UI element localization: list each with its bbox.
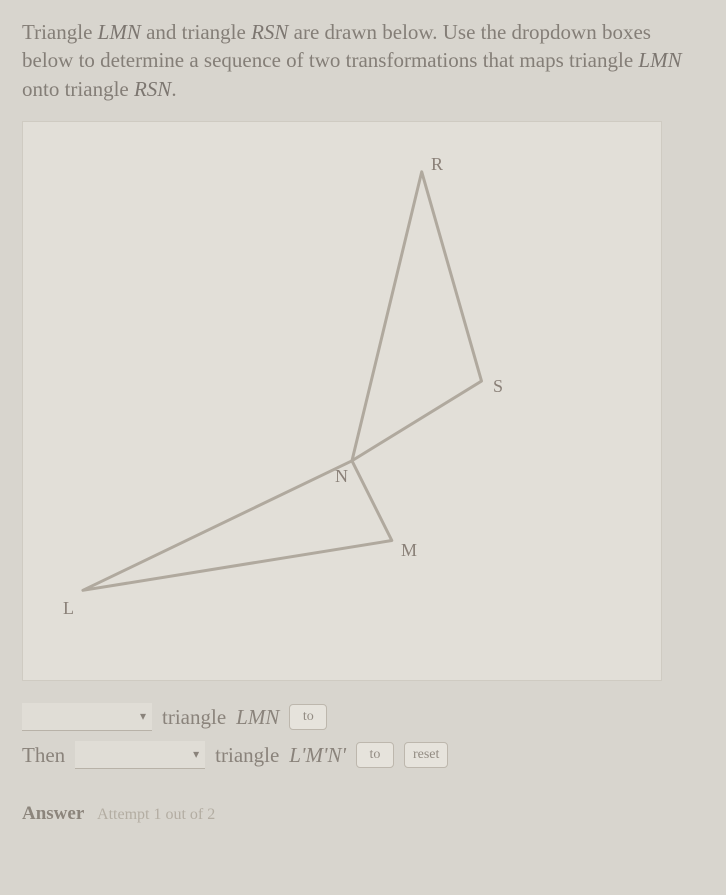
- text-seg: triangle: [215, 743, 279, 768]
- transform-2-dropdown[interactable]: ▾: [75, 741, 205, 769]
- chevron-down-icon: ▾: [140, 709, 146, 724]
- to-button-2[interactable]: to: [356, 742, 394, 768]
- var-rsn: RSN: [251, 20, 288, 44]
- text-seg: onto triangle: [22, 77, 134, 101]
- attempt-counter: Attempt 1 out of 2: [97, 806, 215, 823]
- transform-1-dropdown[interactable]: ▾: [22, 703, 152, 731]
- vertex-label-m: M: [401, 540, 417, 561]
- text-seg: and triangle: [141, 20, 251, 44]
- then-label: Then: [22, 743, 65, 768]
- triangle-rsn: [352, 172, 482, 461]
- controls: ▾ triangle LMN to Then ▾ triangle L'M'N'…: [22, 703, 704, 769]
- triangles-svg: [23, 122, 661, 680]
- var-rsn-2: RSN: [134, 77, 171, 101]
- figure-panel: L M N R S: [22, 121, 662, 681]
- var-lmn-ctrl: LMN: [236, 705, 279, 730]
- answer-label: Answer: [22, 803, 84, 824]
- to-button-1[interactable]: to: [289, 704, 327, 730]
- var-lmn-2: LMN: [638, 48, 681, 72]
- vertex-label-n: N: [335, 466, 348, 487]
- vertex-label-s: S: [493, 376, 503, 397]
- text-seg: .: [171, 77, 176, 101]
- chevron-down-icon: ▾: [193, 747, 199, 762]
- var-lmn-prime: L'M'N': [289, 743, 346, 768]
- vertex-label-r: R: [431, 154, 443, 175]
- reset-button[interactable]: reset: [404, 742, 448, 768]
- text-seg: Triangle: [22, 20, 98, 44]
- answer-bar: Answer Attempt 1 out of 2: [22, 803, 704, 825]
- vertex-label-l: L: [63, 598, 74, 619]
- transform-row-1: ▾ triangle LMN to: [22, 703, 704, 731]
- transform-row-2: Then ▾ triangle L'M'N' to reset: [22, 741, 704, 769]
- var-lmn: LMN: [98, 20, 141, 44]
- text-seg: triangle: [162, 705, 226, 730]
- problem-statement: Triangle LMN and triangle RSN are drawn …: [22, 18, 704, 103]
